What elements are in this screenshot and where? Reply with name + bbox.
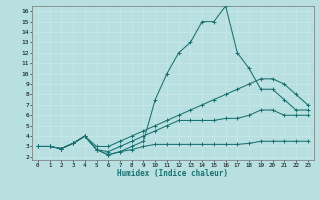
- X-axis label: Humidex (Indice chaleur): Humidex (Indice chaleur): [117, 169, 228, 178]
